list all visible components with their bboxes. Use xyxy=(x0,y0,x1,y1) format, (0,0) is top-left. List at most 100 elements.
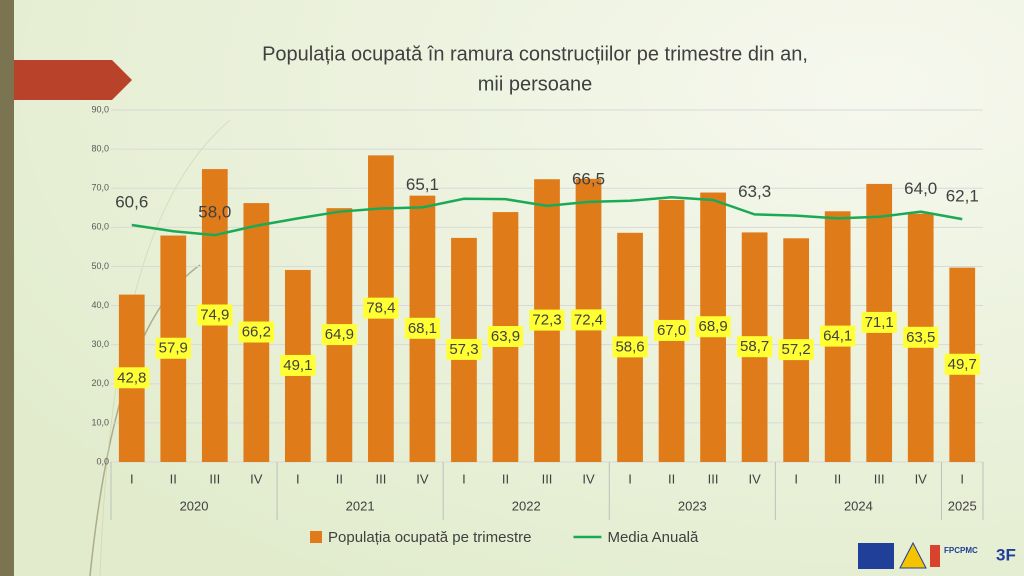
group-label: 2020 xyxy=(180,498,209,513)
value-label-box xyxy=(155,337,191,359)
x-tick-label: II xyxy=(336,471,343,486)
value-label-box xyxy=(903,326,939,348)
value-label: 58,6 xyxy=(615,338,644,355)
value-label-box xyxy=(197,304,233,326)
y-tick-label: 60,0 xyxy=(91,222,109,232)
value-label: 64,1 xyxy=(823,328,852,345)
value-label: 60,6 xyxy=(115,192,148,211)
title-arrow xyxy=(14,60,132,100)
x-tick-label: IV xyxy=(748,471,761,486)
y-tick-label: 90,0 xyxy=(91,104,109,114)
logo xyxy=(930,545,940,567)
value-label-box xyxy=(820,325,856,347)
side-bar xyxy=(0,0,14,576)
y-tick-label: 70,0 xyxy=(91,183,109,193)
x-tick-label: II xyxy=(668,471,675,486)
x-tick-label: I xyxy=(794,471,798,486)
y-tick-label: 40,0 xyxy=(91,300,109,310)
x-tick-label: III xyxy=(874,471,885,486)
x-tick-label: IV xyxy=(416,471,429,486)
y-tick-label: 80,0 xyxy=(91,143,109,153)
x-tick-label: III xyxy=(375,471,386,486)
value-label: 66,2 xyxy=(242,324,271,341)
value-label: 62,1 xyxy=(946,187,979,206)
value-label-box xyxy=(529,309,565,331)
decoration xyxy=(99,119,231,576)
y-tick-label: 0,0 xyxy=(96,456,109,466)
value-label-box xyxy=(321,324,357,346)
x-tick-label: I xyxy=(960,471,964,486)
value-label-box xyxy=(653,319,690,341)
value-label: 57,3 xyxy=(449,341,478,358)
logo xyxy=(858,543,894,569)
group-label: 2025 xyxy=(948,498,977,513)
value-label: 63,5 xyxy=(906,329,935,346)
x-tick-label: I xyxy=(628,471,632,486)
group-label: 2022 xyxy=(512,498,541,513)
x-tick-label: II xyxy=(834,471,841,486)
x-tick-label: III xyxy=(708,471,719,486)
value-label: 64,9 xyxy=(325,326,354,343)
y-tick-label: 30,0 xyxy=(91,339,109,349)
value-label-box xyxy=(778,339,814,361)
logo-text: FPCPMC xyxy=(944,546,978,555)
legend-label: Media Anuală xyxy=(607,529,699,546)
value-label: 58,7 xyxy=(740,338,769,355)
logos: FPCPMC 3F xyxy=(858,541,1016,569)
value-label-box xyxy=(446,338,482,360)
value-label: 66,5 xyxy=(572,169,605,188)
value-label: 57,2 xyxy=(782,341,811,358)
value-label: 71,1 xyxy=(865,314,894,331)
logo-text: 3F xyxy=(996,545,1016,564)
group-label: 2021 xyxy=(346,498,375,513)
x-tick-label: I xyxy=(462,471,466,486)
value-label: 68,1 xyxy=(408,320,437,337)
value-label-box xyxy=(487,326,524,348)
x-tick-label: II xyxy=(170,471,177,486)
value-label-box xyxy=(695,316,731,338)
value-label: 63,3 xyxy=(738,182,771,201)
y-tick-label: 20,0 xyxy=(91,378,109,388)
x-tick-label: IV xyxy=(915,471,928,486)
value-label: 74,9 xyxy=(200,306,229,323)
value-label: 63,9 xyxy=(491,328,520,345)
chart-subtitle: mii persoane xyxy=(478,73,593,95)
line xyxy=(131,195,963,237)
chart-title: Populația ocupată în ramura construcțiil… xyxy=(262,43,808,65)
legend-swatch xyxy=(310,531,322,543)
value-label: 72,3 xyxy=(532,312,561,329)
x-tick-label: I xyxy=(296,471,300,486)
value-label: 65,1 xyxy=(406,175,439,194)
x-tick-label: II xyxy=(502,471,509,486)
value-label: 68,9 xyxy=(698,318,727,335)
value-label: 49,1 xyxy=(283,357,312,374)
value-label-box xyxy=(944,353,980,375)
value-label-box xyxy=(612,336,648,358)
value-label-box xyxy=(737,336,773,358)
x-tick-label: IV xyxy=(582,471,595,486)
value-label: 72,4 xyxy=(574,311,603,328)
value-label: 57,9 xyxy=(159,340,188,357)
legend-label: Populația ocupată pe trimestre xyxy=(328,529,531,546)
value-label: 67,0 xyxy=(657,322,686,339)
y-tick-label: 10,0 xyxy=(91,417,109,427)
x-tick-label: III xyxy=(542,471,553,486)
x-tick-label: III xyxy=(209,471,220,486)
value-label-box xyxy=(238,321,274,343)
logo xyxy=(899,541,927,569)
value-label-box xyxy=(404,317,441,339)
value-label: 78,4 xyxy=(366,300,395,317)
value-label-box xyxy=(861,311,897,333)
group-label: 2023 xyxy=(678,498,707,513)
value-label: 58,0 xyxy=(198,203,231,222)
x-tick-label: IV xyxy=(250,471,263,486)
group-label: 2024 xyxy=(844,498,873,513)
value-label-box xyxy=(570,309,607,331)
y-tick-label: 50,0 xyxy=(91,261,109,271)
value-label: 64,0 xyxy=(904,179,937,198)
value-label: 49,7 xyxy=(948,356,977,373)
x-tick-label: I xyxy=(130,471,134,486)
value-label-box xyxy=(280,354,316,376)
value-label-box xyxy=(363,297,399,319)
